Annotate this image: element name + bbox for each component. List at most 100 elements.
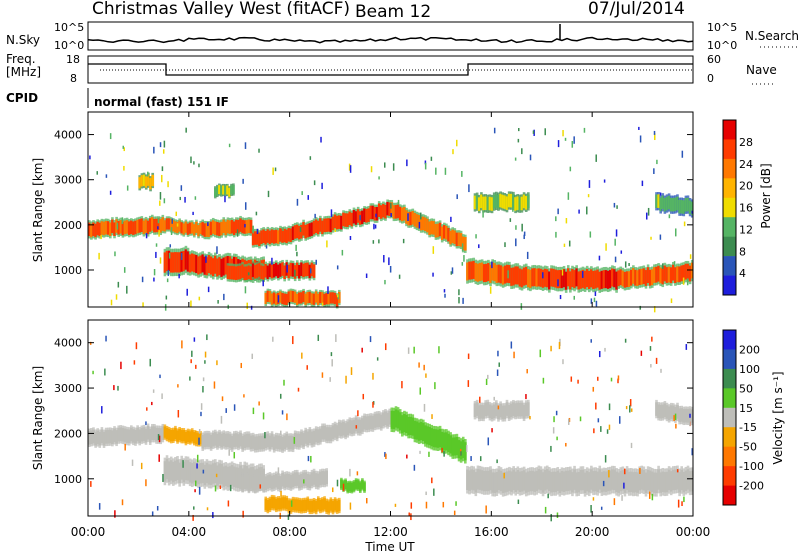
echo-cell [226, 265, 230, 280]
echo-cell [224, 221, 228, 236]
speckle-point [336, 294, 339, 298]
echo-cell [163, 220, 167, 232]
echo-cell [482, 405, 485, 419]
speckle-point [515, 225, 517, 230]
echo-cell [113, 428, 116, 443]
speckle-point [349, 236, 352, 240]
echo-cell [319, 428, 322, 443]
speckle-point [442, 501, 445, 508]
speckle-point [617, 378, 619, 384]
echo-cell [449, 230, 452, 245]
speckle-point [370, 166, 373, 173]
speckle-point [630, 408, 633, 412]
echo-cell [573, 270, 576, 289]
echo-cell [522, 405, 526, 419]
echo-cell [485, 263, 488, 282]
echo-cell [545, 269, 549, 288]
echo-cell [484, 402, 487, 417]
echo-cell [182, 223, 186, 235]
echo-cell [100, 221, 104, 235]
echo-cell [138, 429, 142, 443]
echo-cell [587, 472, 591, 493]
echo-cell [329, 427, 333, 441]
speckle-point [240, 362, 243, 369]
echo-cell [281, 497, 284, 509]
echo-cell [169, 252, 173, 273]
echo-cell [157, 218, 160, 233]
echo-cell [501, 472, 505, 494]
echo-cell [592, 270, 595, 290]
echo-cell [518, 268, 522, 287]
echo-cell [308, 264, 312, 279]
echo-cell [310, 500, 314, 513]
speckle-point [317, 334, 320, 341]
echo-cell [251, 435, 255, 449]
speckle-point [683, 496, 685, 503]
speckle-point [590, 339, 592, 343]
speckle-point [153, 269, 156, 276]
echo-cell [384, 204, 387, 219]
echo-cell [436, 429, 440, 448]
speckle-point [204, 351, 207, 358]
colorbar-swatch [723, 120, 736, 140]
speckle-point [383, 255, 385, 263]
speckle-point [287, 514, 290, 520]
speckle-point [561, 269, 564, 276]
colorbar-tick-label: 24 [739, 158, 753, 171]
echo-cell [382, 412, 385, 427]
echo-cell [201, 254, 205, 273]
echo-cell [472, 260, 476, 279]
echo-cell [495, 472, 499, 493]
echo-cell [644, 472, 648, 493]
echo-cell [342, 421, 345, 436]
echo-cell [531, 470, 534, 492]
echo-cell [245, 475, 249, 489]
echo-cell [274, 473, 278, 488]
echo-cell [365, 416, 368, 430]
echo-cell [684, 470, 688, 491]
echo-cell [142, 174, 146, 186]
echo-cell [293, 499, 297, 511]
speckle-point [255, 211, 258, 216]
echo-cell [331, 292, 335, 304]
echo-cell [524, 266, 528, 285]
colorbar-tick-label: 20 [739, 180, 753, 193]
echo-cell [522, 470, 526, 491]
echo-cell [594, 270, 597, 289]
colorbar-tick-label: 4 [739, 267, 746, 280]
speckle-point [647, 207, 650, 216]
time-tick-label: 16:00 [474, 525, 509, 539]
echo-cell [117, 427, 121, 442]
echo-cell [270, 496, 274, 509]
speckle-point [555, 410, 558, 416]
echo-cell [613, 269, 616, 288]
echo-cell [501, 405, 505, 420]
speckle-point [497, 350, 499, 357]
speckle-point [221, 396, 224, 402]
speckle-point [224, 195, 226, 203]
echo-cell [224, 185, 227, 195]
speckle-point [116, 222, 119, 230]
colorbar-tick-label: 200 [739, 343, 760, 356]
speckle-point [410, 502, 413, 509]
echo-cell [516, 402, 519, 417]
speckle-point [180, 185, 183, 191]
echo-cell [186, 223, 190, 235]
speckle-point [562, 130, 564, 137]
echo-cell [266, 229, 270, 243]
echo-cell [216, 221, 219, 236]
speckle-point [262, 412, 265, 420]
echo-cell [432, 429, 436, 448]
speckle-point [624, 261, 627, 268]
echo-cell [598, 469, 602, 490]
echo-cell [165, 250, 169, 272]
speckle-point [656, 159, 658, 165]
freq-unit-label: [MHz] [6, 65, 41, 79]
echo-cell [488, 196, 492, 211]
speckle-point [294, 269, 296, 277]
echo-cell [289, 435, 293, 450]
echo-cell [585, 470, 589, 492]
echo-cell [642, 268, 646, 285]
echo-cell [104, 430, 108, 444]
echo-cell [205, 257, 209, 276]
